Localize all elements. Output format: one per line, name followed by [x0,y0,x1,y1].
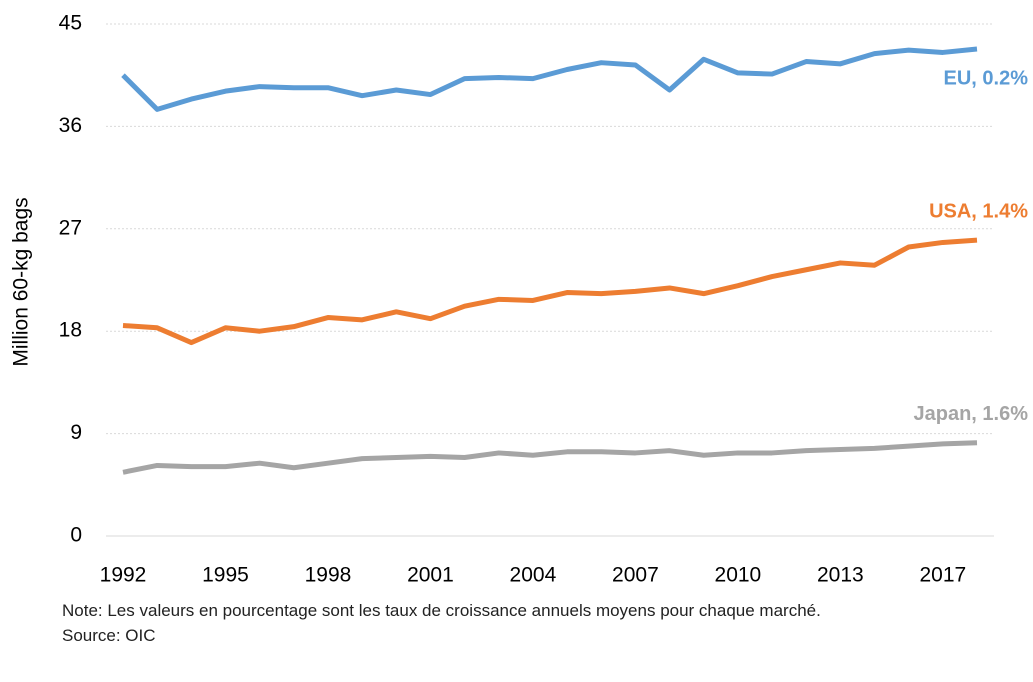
series-line [121,46,978,112]
y-tick-label: 27 [59,216,82,239]
x-tick-label: 2013 [817,564,864,587]
x-tick-label: 2017 [919,564,966,587]
x-tick-label: 2007 [612,564,659,587]
y-axis-label: Million 60-kg bags [10,197,33,366]
chart: Million 60-kg bags 0 9 18 27 36 45 1992 1995 199… [10,12,1029,587]
series-line [122,237,978,346]
x-tick-label: 2010 [715,564,762,587]
notes: Note: Les valeurs en pourcentage sont le… [62,598,962,648]
x-tick-label: 1995 [202,564,249,587]
series-label: EU, 0.2% [944,67,1029,89]
x-tick-label: 2004 [510,564,557,587]
x-tick-label: 1992 [100,564,147,587]
y-tick-label: 0 [70,524,82,547]
y-tick-label: 45 [59,12,82,35]
series-label: Japan, 1.6% [913,403,1028,425]
x-tick-label: 1998 [305,564,352,587]
source: Source: OIC [62,626,156,645]
series-label: USA, 1.4% [929,200,1028,222]
series-line [122,440,978,475]
y-tick-label: 36 [59,114,82,137]
x-tick-label: 2001 [407,564,454,587]
y-tick-label: 18 [59,319,82,342]
note: Note: Les valeurs en pourcentage sont le… [62,601,821,620]
y-tick-label: 9 [70,421,82,444]
